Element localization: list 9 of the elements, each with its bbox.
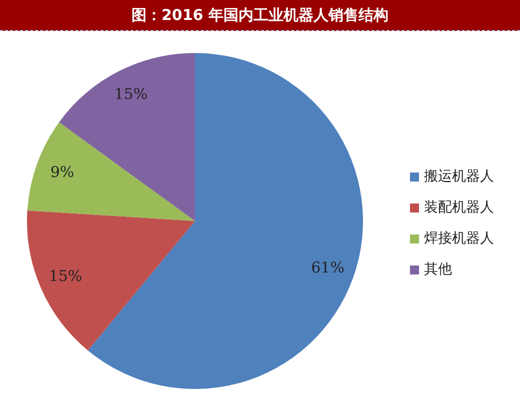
legend-label: 其他 xyxy=(424,262,452,278)
legend-label: 装配机器人 xyxy=(424,200,494,216)
data-label: 61% xyxy=(311,258,344,277)
legend-label: 焊接机器人 xyxy=(424,230,494,247)
data-label: 9% xyxy=(50,163,74,182)
legend-label: 搬运机器人 xyxy=(424,168,494,185)
chart-title: 图：2016 年国内工业机器人销售结构 xyxy=(132,6,388,24)
data-label: 15% xyxy=(114,85,148,104)
data-label: 15% xyxy=(48,266,82,285)
